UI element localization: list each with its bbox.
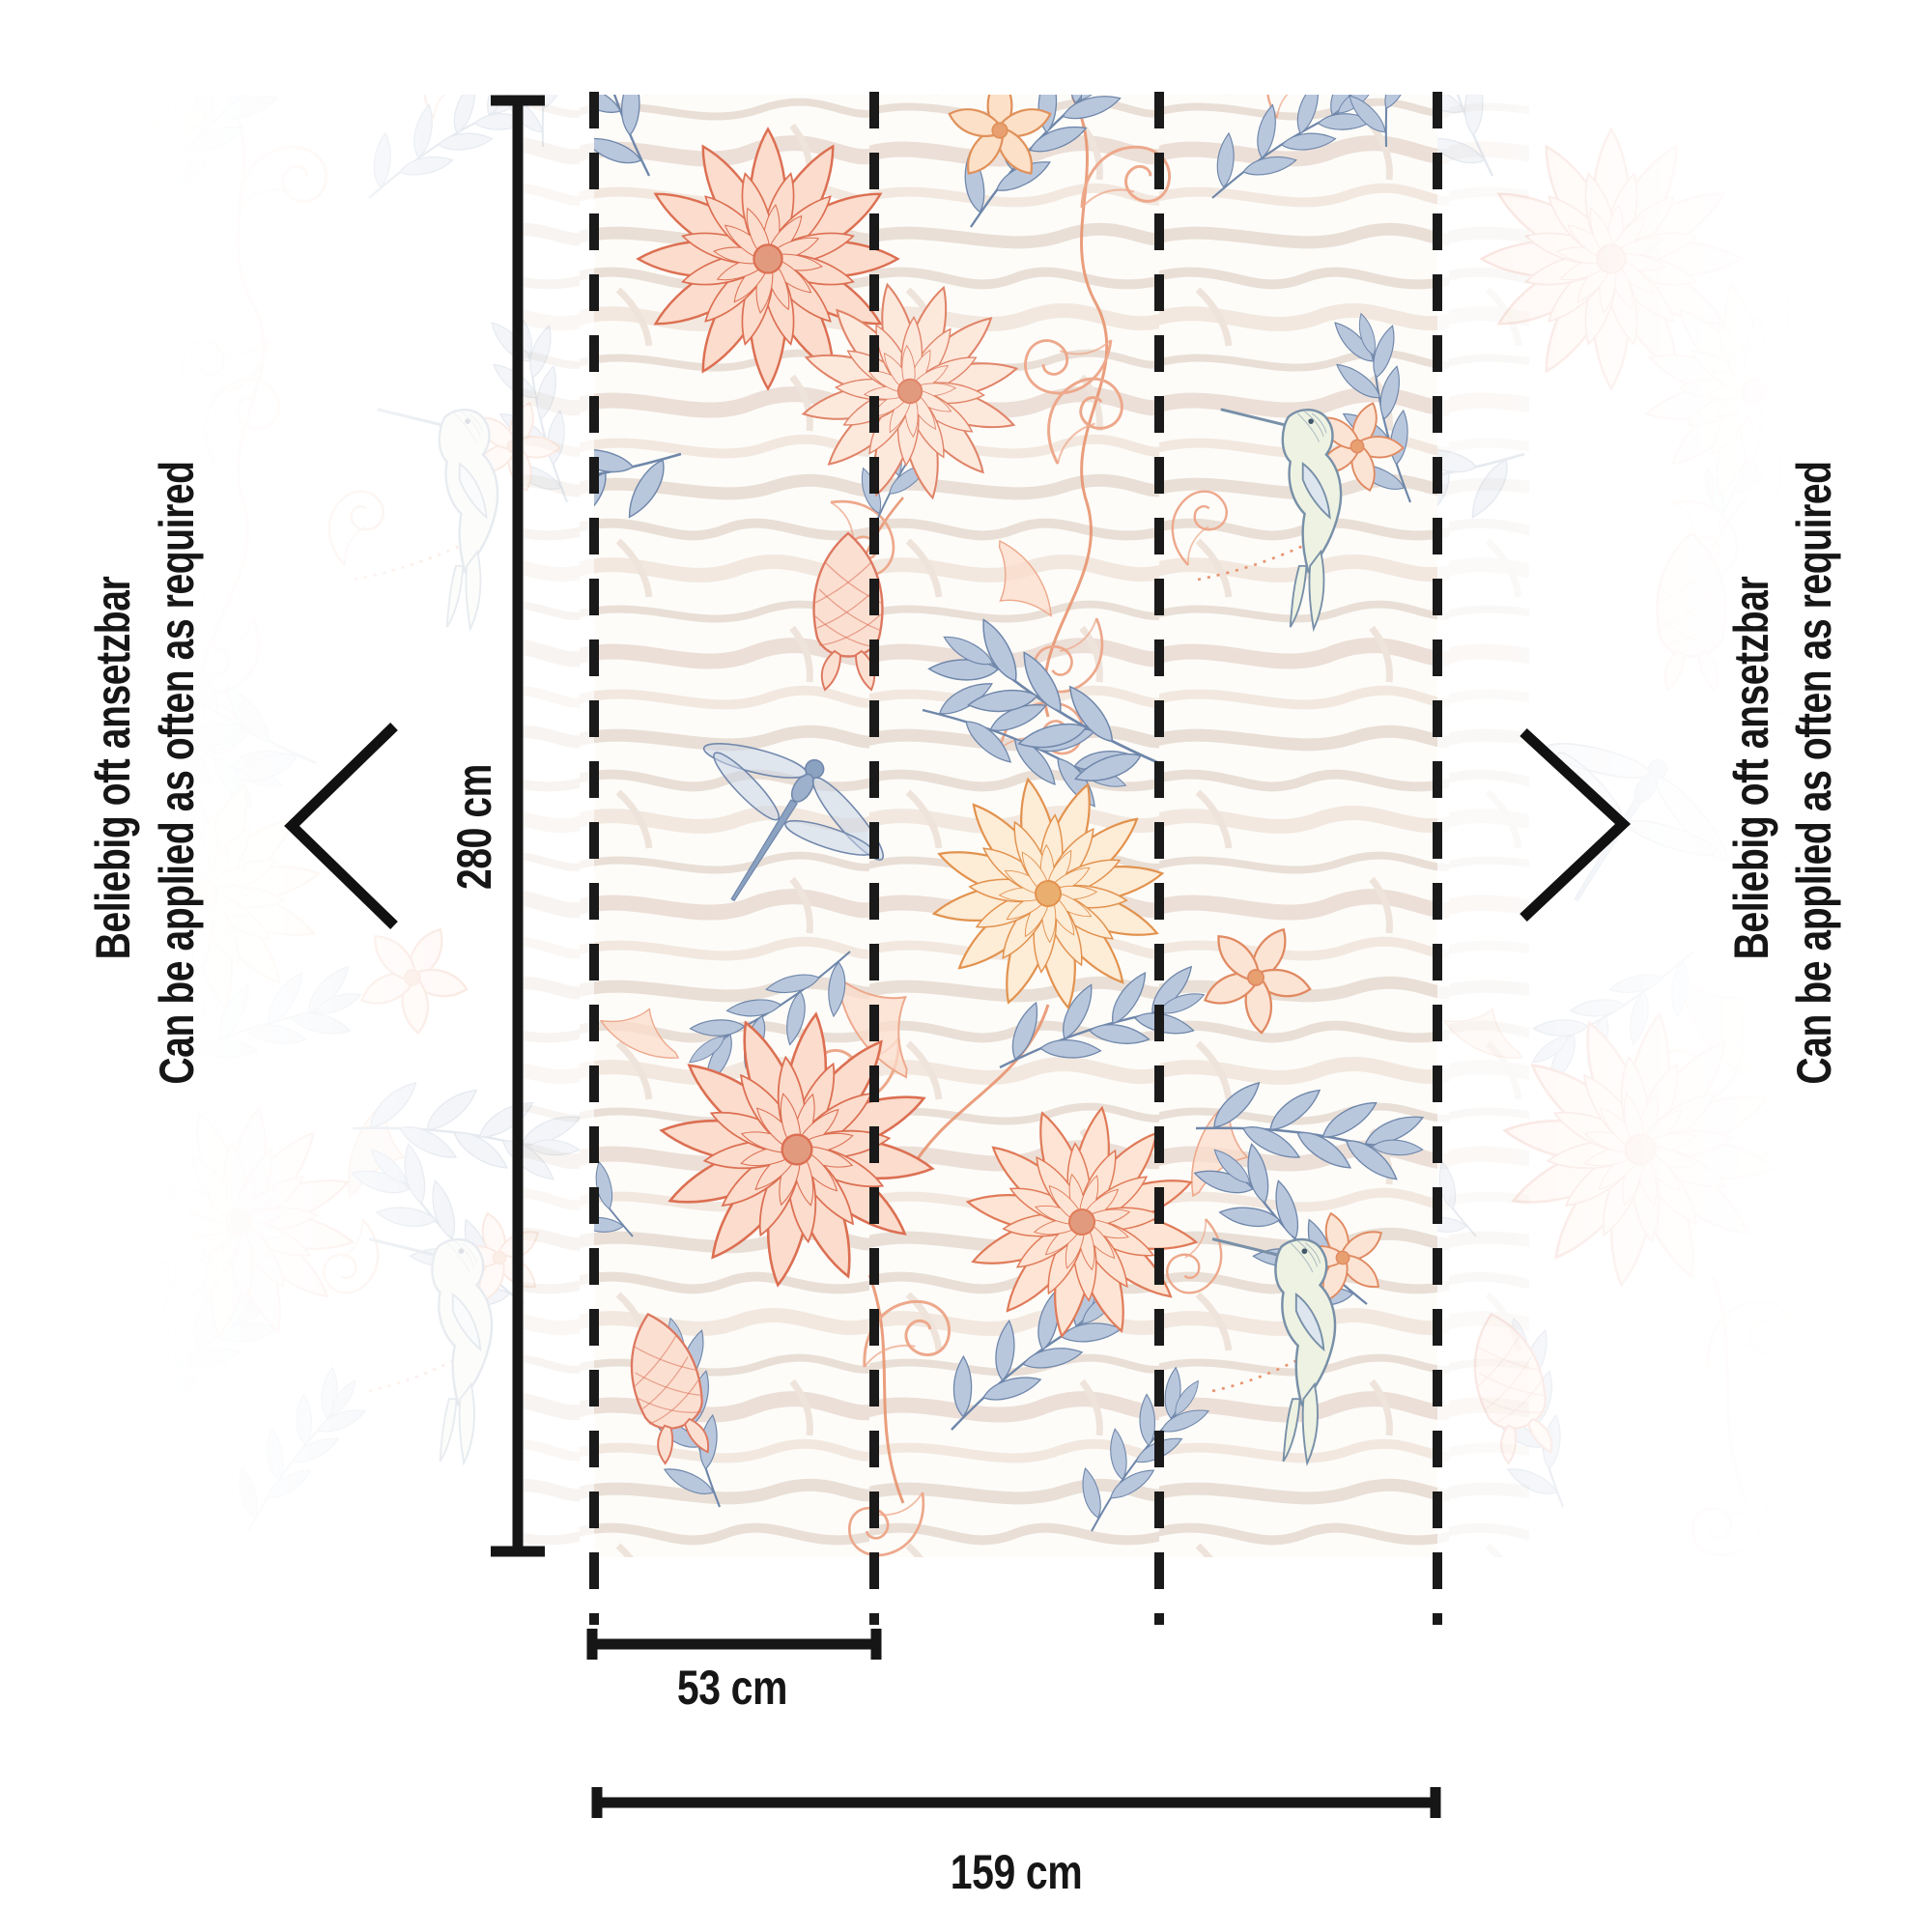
left-annotation-de: Beliebig oft ansetzbar (86, 576, 140, 960)
panel-dividers (589, 92, 1442, 1625)
left-repeat-chevron-icon (284, 723, 398, 929)
left-annotation-en: Can be applied as often as required (150, 461, 204, 1085)
right-repeat-chevron-icon (1520, 727, 1632, 923)
dimension-lines (491, 95, 1441, 1818)
panel-width-dimension-label: 53 cm (676, 1661, 788, 1715)
right-fade-overlay (1488, 77, 1821, 1565)
right-annotation-de: Beliebig oft ansetzbar (1724, 576, 1778, 960)
total-width-dimension-label: 159 cm (950, 1845, 1083, 1899)
right-annotation-en: Can be applied as often as required (1787, 461, 1841, 1085)
height-dimension-label: 280 cm (447, 764, 501, 890)
